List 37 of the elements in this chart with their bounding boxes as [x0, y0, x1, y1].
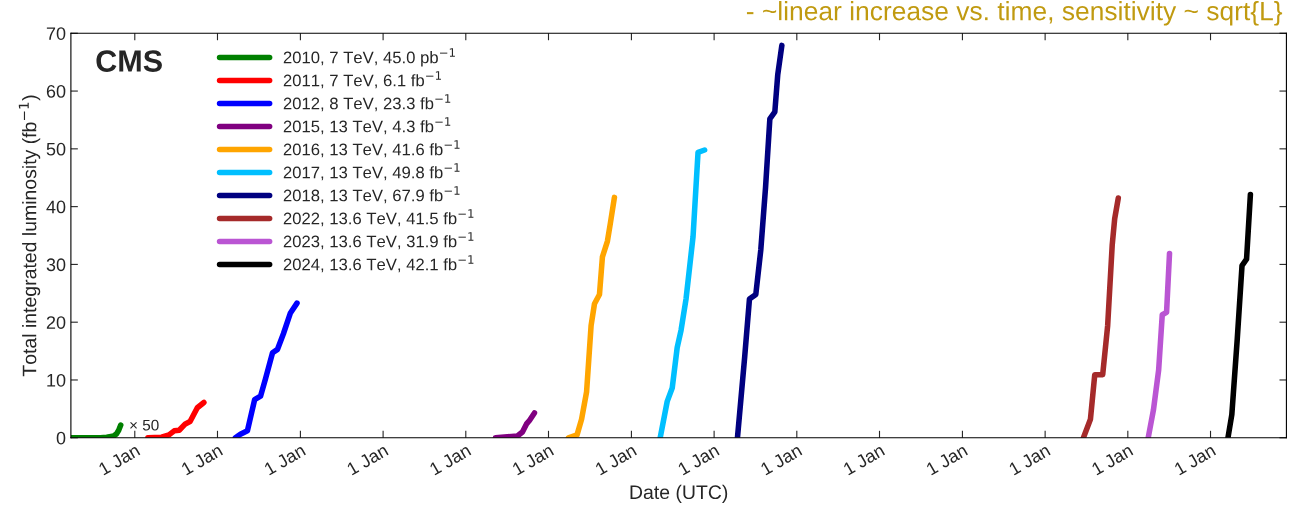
y-tick-label: 50 [46, 142, 66, 156]
legend-label: 2012, 8 TeV, 23.3 fb$^{−1}$ [283, 94, 451, 112]
x-tick-label: 1 Jan [925, 443, 969, 476]
legend-label: 2017, 13 TeV, 49.8 fb$^{−1}$ [283, 163, 460, 181]
annotation: × 50 [130, 419, 159, 431]
x-tick-label: 1 Jan [1008, 443, 1051, 476]
x-tick-label: 1 Jan [180, 443, 224, 476]
legend-label: 2018, 13 TeV, 67.9 fb$^{−1}$ [283, 186, 460, 204]
y-tick-label: 70 [46, 27, 66, 40]
y-tick-label: 30 [46, 258, 66, 272]
legend-label: 2024, 13.6 TeV, 42.1 fb$^{−1}$ [283, 255, 474, 273]
x-axis-title: Date (UTC) [630, 484, 728, 503]
y-axis-title: Total integrated luminosity (fb$^{−1}$) [18, 95, 41, 377]
legend-label: 2023, 13.6 TeV, 31.9 fb$^{−1}$ [283, 232, 474, 250]
x-tick-label: 1 Jan [511, 443, 555, 476]
x-tick-label: 1 Jan [594, 443, 638, 476]
text: - ~linear increase vs. time, sensitivity ~ sqrt{L} [746, 1, 1283, 26]
y-tick-label: 0 [56, 431, 66, 445]
legend-label: 2010, 7 TeV, 45.0 pb$^{−1}$ [283, 48, 455, 67]
y-tick-label: 40 [46, 200, 66, 214]
x-tick-label: 1 Jan [98, 443, 141, 476]
y-tick-label: 10 [47, 373, 66, 387]
x-tick-label: 1 Jan [760, 443, 803, 476]
legend-label: 2015, 13 TeV, 4.3 fb$^{−1}$ [283, 117, 451, 135]
y-tick-label: 20 [46, 316, 66, 329]
legend-label: 2011, 7 TeV, 6.1 fb$^{−1}$ [283, 71, 441, 89]
x-tick-label: 1 Jan [1173, 443, 1217, 476]
x-tick-label: 1 Jan [429, 443, 472, 476]
x-tick-label: 1 Jan [842, 443, 886, 476]
x-tick-label: 1 Jan [346, 443, 389, 476]
legend-label: 2022, 13.6 TeV, 41.5 fb$^{−1}$ [283, 209, 474, 227]
y-tick-label: 60 [46, 85, 66, 98]
legend-label: 2016, 13 TeV, 41.6 fb$^{−1}$ [283, 140, 460, 158]
annotation: CMS [96, 50, 162, 72]
x-tick-label: 1 Jan [677, 443, 720, 476]
x-tick-label: 1 Jan [263, 443, 307, 476]
x-tick-label: 1 Jan [1091, 443, 1134, 476]
